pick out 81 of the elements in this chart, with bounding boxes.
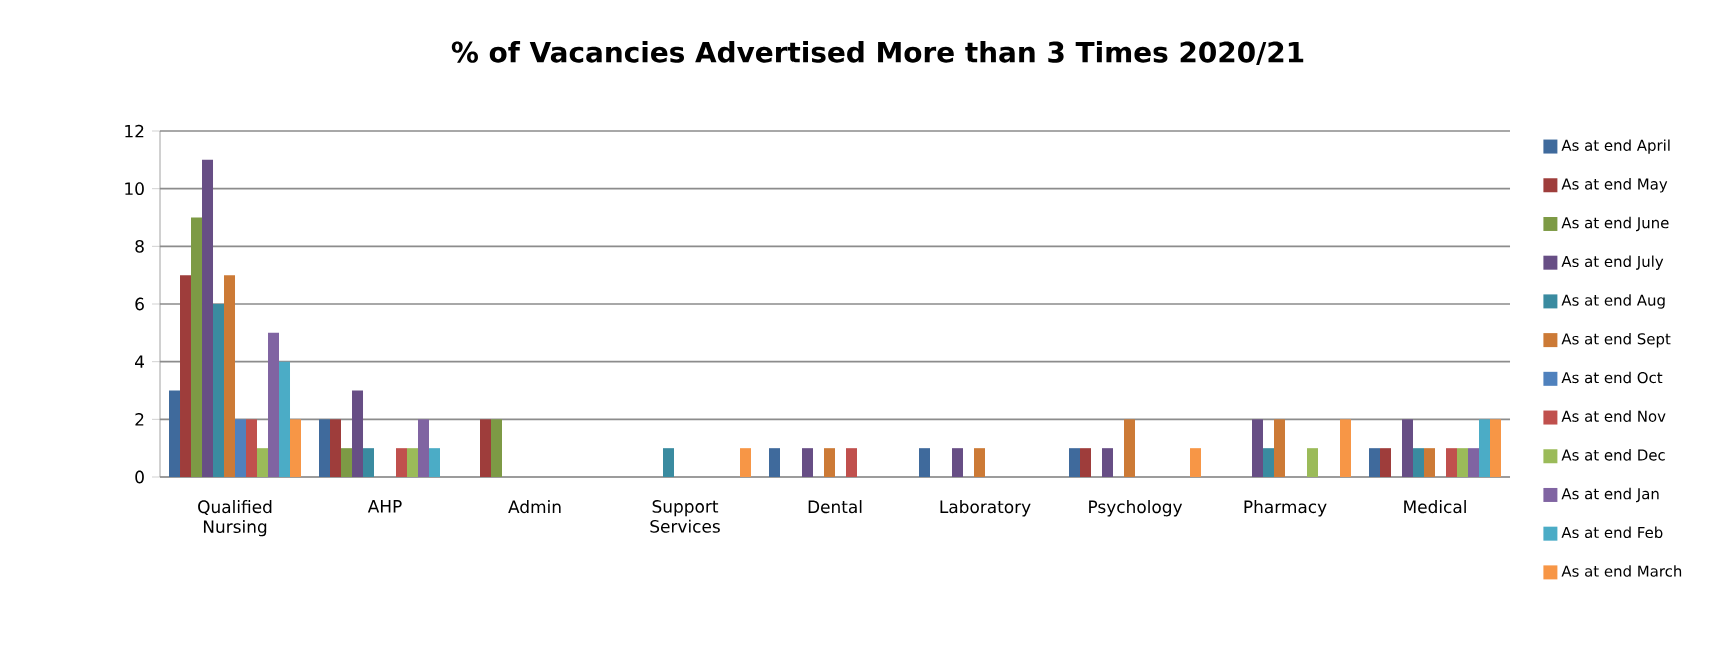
bar [1479, 419, 1491, 478]
bar [407, 448, 419, 478]
bar [824, 448, 836, 478]
bar [330, 419, 342, 478]
bar [919, 448, 931, 478]
bar [1069, 448, 1081, 478]
y-tick-label: 12 [125, 124, 144, 138]
legend-label: As at end June [1561, 216, 1669, 232]
bar [769, 448, 781, 478]
y-tick-label: 2 [135, 413, 144, 426]
bar [1190, 448, 1202, 478]
legend-label: As at end Aug [1561, 294, 1665, 309]
x-tick-label: Pharmacy [1244, 500, 1327, 517]
bar [480, 419, 492, 478]
bar [418, 419, 430, 478]
legend-label: As at end Dec [1561, 449, 1665, 461]
legend-label: As at end Feb [1561, 526, 1663, 539]
bar [1457, 448, 1469, 478]
bar [1307, 448, 1319, 478]
legend-label: As at end April [1561, 139, 1670, 154]
bar [1340, 419, 1352, 478]
legend-label: As at end Oct [1561, 371, 1663, 384]
x-tick-label: Qualified Nursing [198, 500, 272, 537]
bar [974, 448, 986, 478]
bar [1263, 448, 1275, 478]
bar [180, 275, 192, 478]
x-tick-label: Medical [1404, 500, 1466, 514]
bar [802, 448, 814, 478]
bar [491, 419, 503, 478]
bar [257, 448, 269, 478]
x-tick-label: Support Services [650, 500, 720, 533]
y-tick-label: 10 [125, 182, 144, 196]
bar [268, 332, 280, 478]
bar [363, 448, 375, 478]
legend-label: As at end May [1561, 178, 1668, 193]
bar [235, 419, 247, 478]
bar [1252, 419, 1264, 478]
legend-label: As at end March [1561, 565, 1682, 577]
bar [1424, 448, 1436, 478]
bar [246, 419, 258, 478]
bar [202, 159, 214, 478]
legend-label: As at end Jan [1561, 487, 1659, 503]
bar [1124, 419, 1136, 478]
y-tick-label: 0 [135, 470, 144, 484]
bar [1468, 448, 1480, 478]
bar [740, 448, 752, 478]
bar [1413, 448, 1425, 478]
bar [290, 419, 302, 478]
y-tick-label: 6 [135, 297, 144, 311]
bar [279, 361, 291, 478]
bar [1369, 448, 1381, 478]
legend-label: As at end Sept [1561, 332, 1671, 348]
bar [952, 448, 964, 478]
legend-label: As at end Nov [1561, 410, 1666, 422]
bar [191, 217, 203, 478]
bar [846, 448, 858, 478]
bar [1490, 419, 1502, 478]
bar [169, 390, 181, 478]
bar [1274, 419, 1286, 478]
x-tick-label: Admin [508, 500, 561, 514]
bar [1102, 448, 1114, 478]
x-tick-label: Dental [808, 500, 862, 514]
bar [213, 304, 225, 478]
bar [663, 448, 675, 478]
x-tick-label: Laboratory [940, 500, 1031, 517]
bar [1380, 448, 1392, 478]
bar [1446, 448, 1458, 478]
bar [1080, 448, 1092, 478]
bar [429, 448, 441, 478]
bar [352, 390, 364, 478]
x-tick-label: Psychology [1089, 500, 1183, 517]
legend-label: As at end July [1561, 255, 1664, 270]
bar [319, 419, 331, 478]
bar [341, 448, 353, 478]
bar [396, 448, 408, 478]
y-tick-label: 4 [135, 355, 144, 368]
x-tick-label: AHP [367, 500, 402, 513]
bar [1402, 419, 1414, 478]
y-tick-label: 8 [135, 239, 144, 253]
chart-title: % of Vacancies Advertised More than 3 Times 2020/21 [451, 41, 1304, 65]
bar [224, 275, 236, 478]
